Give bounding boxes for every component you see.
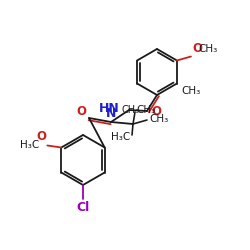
Text: HN: HN (99, 102, 120, 114)
Text: O: O (36, 130, 46, 143)
Text: CH₃: CH₃ (136, 105, 155, 115)
Text: O: O (192, 42, 202, 56)
Text: O: O (76, 105, 86, 118)
Text: O: O (152, 105, 162, 118)
Text: Cl: Cl (76, 201, 90, 214)
Text: CH₃: CH₃ (198, 44, 217, 54)
Text: H₃C: H₃C (111, 132, 130, 142)
Text: N: N (106, 107, 116, 120)
Text: CH₃: CH₃ (181, 86, 200, 97)
Text: CH₃: CH₃ (121, 105, 139, 115)
Text: CH₃: CH₃ (149, 114, 168, 124)
Text: H₃C: H₃C (20, 140, 39, 149)
